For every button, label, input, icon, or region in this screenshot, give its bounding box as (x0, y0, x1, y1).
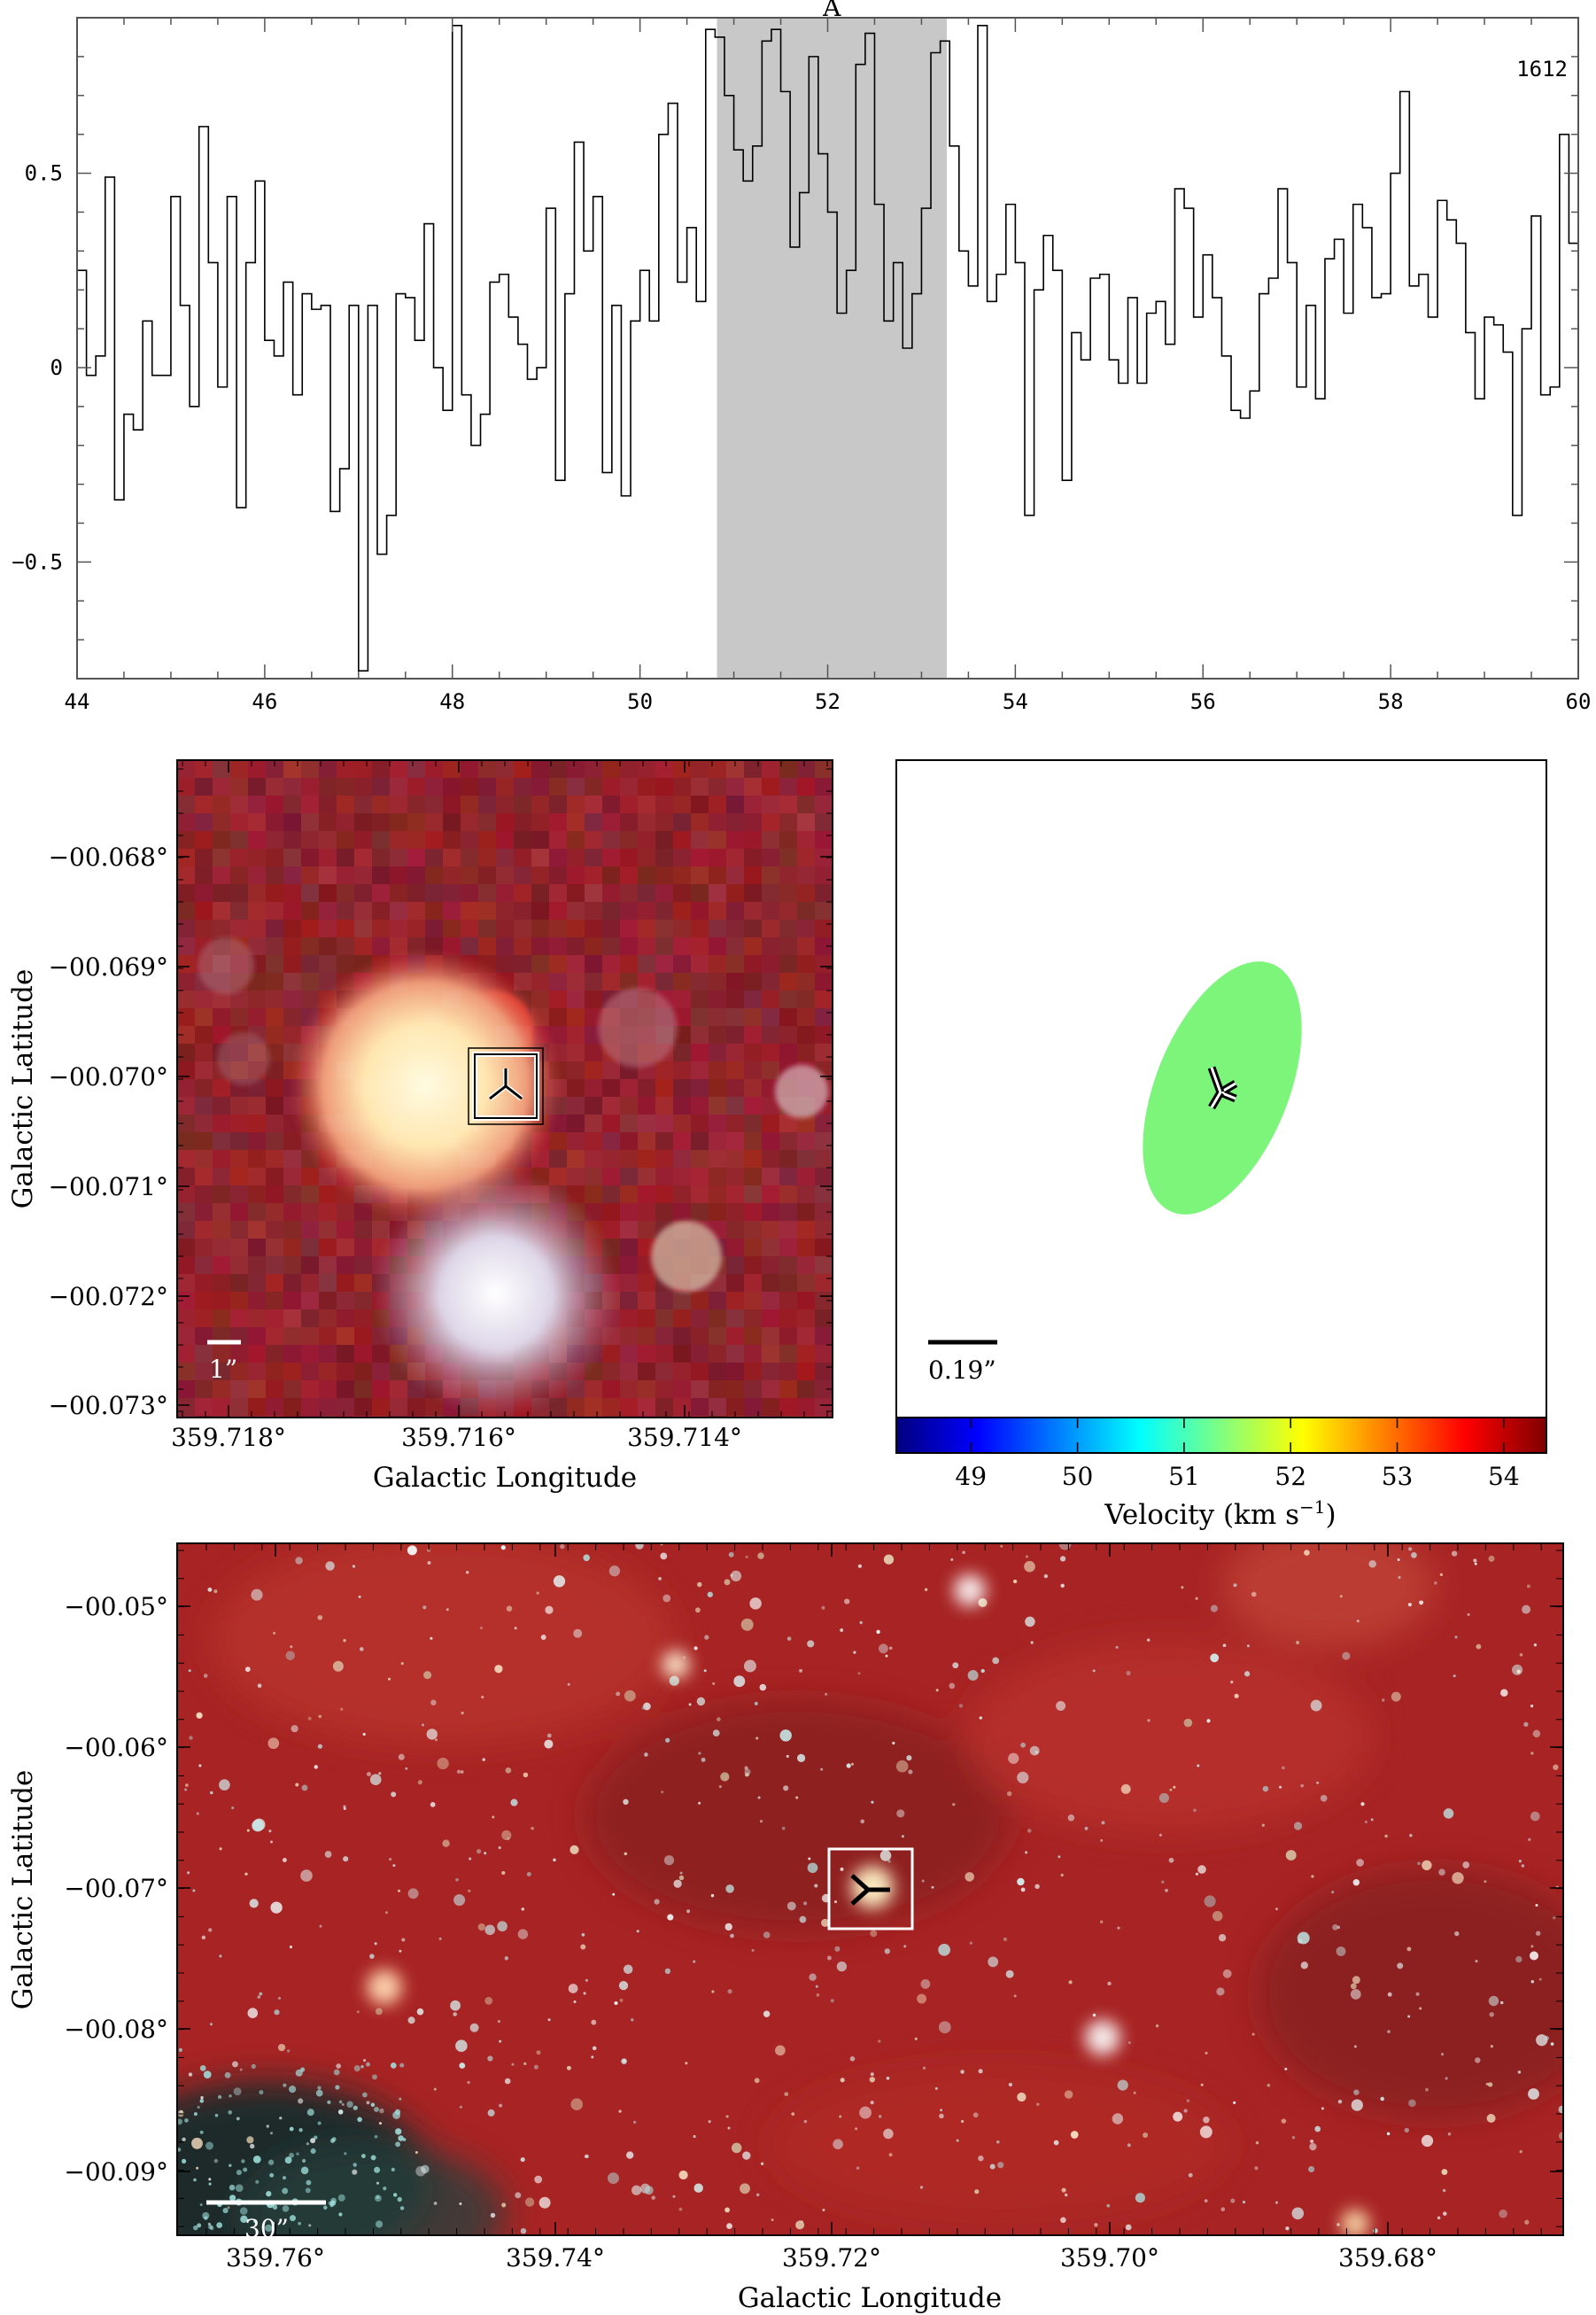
colorbar-tick-label: 51 (1168, 1462, 1200, 1491)
wide-ytick-label: −00.07° (64, 1874, 168, 1903)
spectrum-xtick-label: 44 (65, 689, 90, 714)
colorbar-label: Velocity (km s−1) (1104, 1496, 1336, 1531)
wide-xtick-label: 359.72° (782, 2243, 881, 2272)
svg-text:1”: 1” (209, 1355, 237, 1384)
scale-bar-wide: 30” (206, 2200, 326, 2243)
spectrum-series-label: 1612 (1516, 57, 1568, 82)
wide-ytick-label: −00.08° (64, 2015, 168, 2044)
spectrum-line (77, 24, 1578, 672)
zoom-xtick-label: 359.718° (171, 1423, 286, 1452)
colorbar-tick-label: 53 (1382, 1462, 1414, 1491)
spectrum-ytick-label: −0.5 (12, 549, 63, 574)
zoom-ytick-label: −00.071° (49, 1172, 168, 1201)
wide-xtick-label: 359.70° (1060, 2243, 1159, 2272)
wide-xtick-label: 359.74° (506, 2243, 605, 2272)
spectrum-xtick-label: 52 (815, 689, 841, 714)
velocity-colorbar (895, 1417, 1547, 1454)
spectrum-xtick-label: 58 (1378, 689, 1404, 714)
zoom-ytick-label: −00.072° (49, 1282, 168, 1311)
spectrum-xtick-label: 50 (627, 689, 653, 714)
wide-ytick-label: −00.05° (64, 1592, 168, 1621)
wide-xlabel: Galactic Longitude (738, 2282, 1002, 2314)
zoom-xtick-label: 359.716° (401, 1423, 516, 1452)
zoom-ytick-label: −00.073° (49, 1391, 168, 1420)
colorbar-tick-label: 54 (1488, 1462, 1520, 1491)
zoom-ytick-label: −00.069° (49, 952, 168, 982)
wide-ytick-label: −00.06° (64, 1733, 168, 1762)
colorbar-tick-label: 49 (955, 1462, 987, 1491)
wide-field-panel: 359.76° 359.74° 359.72° 359.70° 359.68° −00.0… (7, 1542, 1564, 2314)
zoom-ylabel: Galactic Latitude (7, 969, 39, 1209)
velocity-panel: 0.19” 49 50 51 52 53 54 Velocity (km s−1) (895, 759, 1547, 1531)
highlight-band-label: A (822, 0, 841, 22)
wide-field-image (177, 1543, 1563, 2235)
wide-ylabel: Galactic Latitude (7, 1770, 39, 2010)
svg-text:0.19”: 0.19” (928, 1356, 996, 1385)
spectrum-xtick-label: 56 (1190, 689, 1216, 714)
colorbar-tick-label: 50 (1062, 1462, 1094, 1491)
zoom-xtick-label: 359.714° (627, 1423, 742, 1452)
zoom-ytick-label: −00.070° (49, 1062, 168, 1091)
spectrum-xtick-label: 54 (1003, 689, 1028, 714)
spectrum-xtick-label: 60 (1566, 689, 1592, 714)
maser-marker-zoom (468, 1047, 544, 1125)
zoom-image-panel: 359.718° 359.716° 359.714° −00.068° −00.069°… (7, 759, 833, 1494)
spectrum-ytick-label: 0.5 (25, 161, 63, 186)
colorbar-tick-label: 52 (1274, 1462, 1306, 1491)
wide-ytick-label: −00.09° (64, 2157, 168, 2187)
svg-text:30”: 30” (244, 2214, 289, 2243)
maser-marker-wide (827, 1847, 914, 1930)
wide-xtick-label: 359.76° (226, 2243, 325, 2272)
zoom-xlabel: Galactic Longitude (373, 1462, 637, 1494)
scale-bar-velocity: 0.19” (928, 1340, 997, 1385)
zoom-ytick-label: −00.068° (49, 843, 168, 872)
maser-marker-velocity (1207, 1066, 1238, 1110)
wide-xtick-label: 359.68° (1338, 2243, 1437, 2272)
spectrum-ytick-label: 0 (50, 355, 63, 380)
spectrum-xtick-label: 46 (252, 689, 277, 714)
zoom-image (177, 760, 833, 1418)
scale-bar-zoom: 1” (207, 1340, 241, 1384)
spectrum-xtick-label: 48 (439, 689, 465, 714)
spectrum-panel: A 44 46 48 50 52 54 56 58 60 −0.5 0 0.5 1612 (12, 0, 1592, 714)
